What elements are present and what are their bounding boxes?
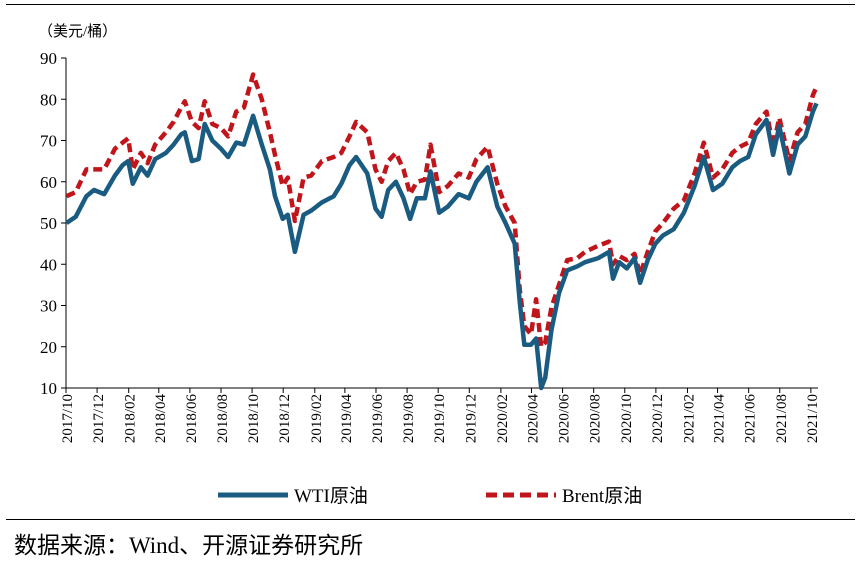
x-tick-label: 2021/08 bbox=[774, 394, 790, 443]
x-tick-label: 2018/10 bbox=[246, 394, 262, 443]
x-tick-label: 2021/10 bbox=[805, 394, 821, 443]
y-tick-label: 20 bbox=[40, 338, 57, 357]
y-tick-label: 40 bbox=[40, 255, 57, 274]
x-tick-label: 2019/08 bbox=[401, 394, 417, 443]
x-tick-label: 2020/06 bbox=[557, 394, 573, 444]
x-tick-label: 2020/12 bbox=[650, 394, 666, 443]
y-tick-label: 60 bbox=[40, 173, 57, 192]
x-tick-label: 2018/02 bbox=[123, 394, 139, 443]
brent-series-line bbox=[65, 72, 819, 350]
source-note: 数据来源：Wind、开源证券研究所 bbox=[14, 533, 364, 558]
x-tick-label: 2019/12 bbox=[463, 394, 479, 443]
x-tick-label: 2020/08 bbox=[588, 394, 604, 443]
oil-price-line-chart: 10 20 30 40 50 60 70 80 90 2017/10 2017/12 2018/02 2… bbox=[40, 49, 821, 507]
x-tick-label: 2019/04 bbox=[339, 394, 355, 444]
bottom-rule bbox=[6, 519, 855, 520]
x-tick-label: 2021/06 bbox=[743, 394, 759, 444]
y-tick-label: 70 bbox=[40, 132, 57, 151]
y-tick-label: 80 bbox=[40, 90, 57, 109]
wti-series-line bbox=[65, 102, 819, 391]
x-tick-label: 2020/10 bbox=[619, 394, 635, 443]
legend-label-brent: Brent原油 bbox=[562, 485, 642, 507]
x-tick-label: 2018/04 bbox=[153, 394, 169, 444]
top-rule bbox=[6, 4, 855, 5]
x-tick-label: 2021/04 bbox=[712, 394, 728, 444]
x-tick-label: 2021/02 bbox=[681, 394, 697, 443]
y-tick-label: 10 bbox=[40, 379, 57, 398]
y-axis-unit-label: （美元/桶） bbox=[38, 24, 118, 40]
x-tick-label: 2020/02 bbox=[495, 394, 511, 443]
x-tick-label: 2018/06 bbox=[184, 394, 200, 444]
legend-label-wti: WTI原油 bbox=[294, 485, 368, 507]
x-tick-label: 2017/10 bbox=[60, 394, 76, 443]
x-tick-label: 2019/10 bbox=[432, 394, 448, 443]
y-tick-label: 30 bbox=[40, 297, 57, 316]
x-tick-label: 2019/02 bbox=[309, 394, 325, 443]
y-tick-label: 90 bbox=[40, 49, 57, 68]
x-tick-label: 2018/12 bbox=[277, 394, 293, 443]
y-tick-label: 50 bbox=[40, 214, 57, 233]
x-tick-label: 2017/12 bbox=[91, 394, 107, 443]
x-tick-label: 2018/08 bbox=[215, 394, 231, 443]
x-tick-label: 2019/06 bbox=[370, 394, 386, 444]
x-tick-label: 2020/04 bbox=[525, 394, 541, 444]
